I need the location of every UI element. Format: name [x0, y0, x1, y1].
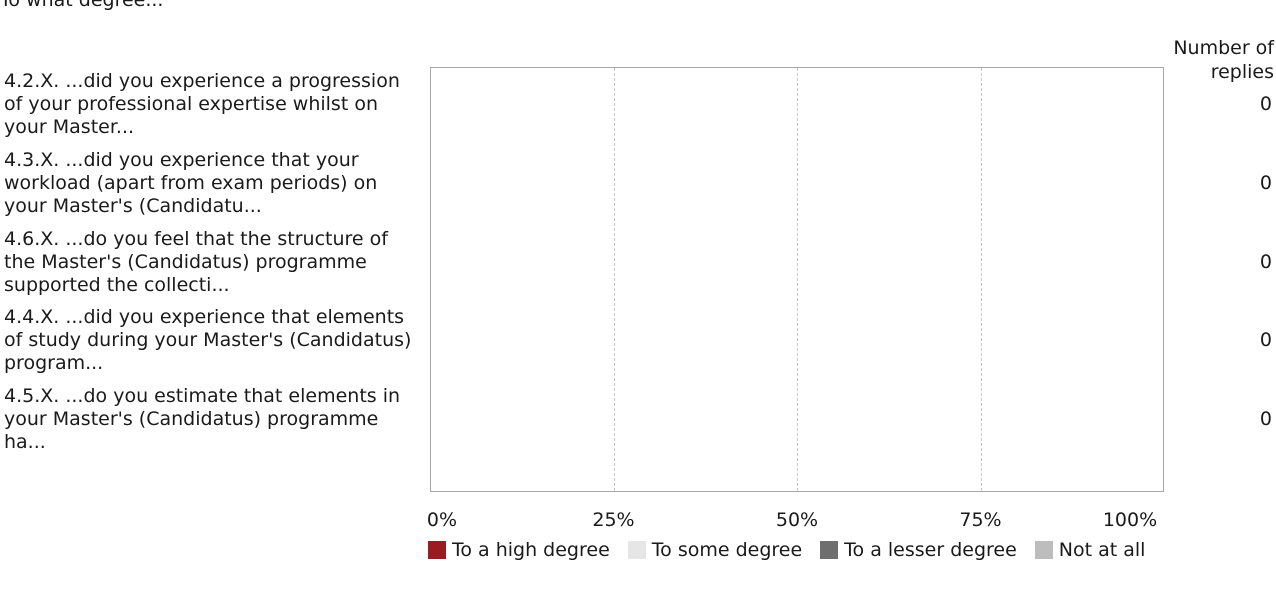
legend-item: Not at all [1034, 536, 1146, 564]
legend-label: To some degree [651, 539, 803, 561]
row-label: 4.6.X. ...do you feel that the structure… [4, 228, 388, 296]
gridline [797, 68, 798, 491]
chart-title: To what degree... [0, 0, 164, 11]
plot-area [430, 67, 1164, 492]
reply-count: 0 [1259, 329, 1272, 351]
legend-item: To some degree [627, 536, 803, 564]
reply-count: 0 [1259, 172, 1272, 194]
legend-swatch [1034, 541, 1053, 559]
x-tick-label: 25% [592, 509, 635, 531]
x-tick-label: 100% [1102, 509, 1158, 531]
reply-count: 0 [1259, 251, 1272, 273]
gridline [980, 68, 982, 491]
row-label: 4.4.X. ...did you experience that elemen… [4, 306, 412, 374]
count-column-header: Number of replies [1173, 37, 1274, 83]
legend-swatch [428, 541, 446, 559]
x-tick-label: 0% [426, 509, 458, 531]
x-tick-label: 50% [775, 509, 819, 531]
row-label: 4.5.X. ...do you estimate that elements … [4, 385, 401, 453]
row-label: 4.3.X. ...did you experience that your w… [4, 149, 378, 217]
reply-count: 0 [1259, 93, 1272, 115]
legend-item: To a high degree [428, 536, 610, 564]
legend-swatch [627, 541, 646, 559]
legend-label: Not at all [1058, 539, 1146, 561]
gridline [613, 68, 615, 491]
legend-item: To a lesser degree [820, 536, 1017, 564]
legend-label: To a lesser degree [844, 539, 1017, 561]
legend-swatch [820, 541, 839, 559]
reply-count: 0 [1259, 408, 1272, 430]
x-tick-label: 75% [959, 509, 1002, 531]
row-label: 4.2.X. ...did you experience a progressi… [4, 70, 400, 138]
legend-label: To a high degree [452, 539, 610, 561]
legend: To a high degree To some degree To a lesse… [428, 536, 1188, 564]
